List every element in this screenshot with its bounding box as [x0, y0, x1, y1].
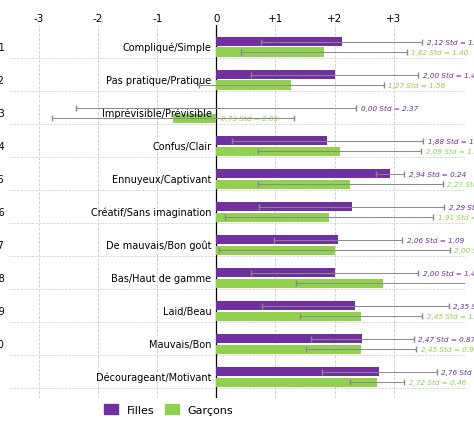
Text: Mauvais/Bon: Mauvais/Bon: [149, 339, 211, 349]
Bar: [216, 48, 324, 57]
Text: Q1: Q1: [0, 43, 5, 53]
Bar: [216, 137, 328, 146]
Text: 2,45 Std = 1.03: 2,45 Std = 1.03: [427, 314, 474, 320]
Text: 2,47 Std = 0.87: 2,47 Std = 0.87: [419, 336, 474, 342]
Text: 2,35 Std = 1.58: 2,35 Std = 1.58: [453, 303, 474, 309]
Bar: [216, 279, 383, 288]
Text: 0,00 Std = 2.37: 0,00 Std = 2.37: [361, 105, 419, 111]
Text: Q10: Q10: [0, 339, 5, 349]
Text: Q6: Q6: [0, 208, 5, 217]
Bar: [216, 81, 292, 91]
Text: 2,45 Std = 0.93: 2,45 Std = 0.93: [421, 346, 474, 353]
Text: Q9: Q9: [0, 306, 5, 316]
Legend: Filles, Garçons: Filles, Garçons: [100, 399, 237, 419]
Text: 1,88 Std = 1.62: 1,88 Std = 1.62: [428, 138, 474, 144]
Bar: [216, 213, 329, 223]
Text: Laid/Beau: Laid/Beau: [163, 306, 211, 316]
Bar: [216, 312, 361, 321]
Text: Bas/Haut de gamme: Bas/Haut de gamme: [111, 273, 211, 283]
Text: Q4: Q4: [0, 141, 5, 152]
Bar: [216, 345, 361, 354]
Text: 2,29 Std = 1.57: 2,29 Std = 1.57: [449, 204, 474, 210]
Bar: [216, 268, 335, 278]
Bar: [216, 334, 362, 343]
Bar: [216, 246, 335, 255]
Text: Q3: Q3: [0, 109, 5, 119]
Bar: [216, 71, 335, 80]
Text: Q8: Q8: [0, 273, 5, 283]
Text: 0,73 Std = 2.05: 0,73 Std = 2.05: [221, 116, 278, 122]
Text: 1,27 Std = 1.56: 1,27 Std = 1.56: [388, 83, 446, 89]
Text: 2,72 Std = 0.46: 2,72 Std = 0.46: [409, 379, 466, 385]
Text: 1,82 Std = 1.40: 1,82 Std = 1.40: [411, 50, 469, 56]
Text: Ennuyeux/Captivant: Ennuyeux/Captivant: [112, 174, 211, 184]
Bar: [216, 301, 355, 311]
Text: Confus/Clair: Confus/Clair: [153, 141, 211, 152]
Bar: [216, 367, 379, 377]
Text: De mauvais/Bon goût: De mauvais/Bon goût: [106, 240, 211, 251]
Text: 2,06 Std = 1.09: 2,06 Std = 1.09: [407, 237, 465, 243]
Bar: [173, 114, 216, 124]
Bar: [216, 378, 377, 387]
Bar: [216, 236, 338, 245]
Text: 2,76 Std = 0.97: 2,76 Std = 0.97: [441, 369, 474, 375]
Text: 1,91 Std = 1.76: 1,91 Std = 1.76: [438, 215, 474, 221]
Text: 2,00 Std = 1.41: 2,00 Std = 1.41: [422, 270, 474, 276]
Text: Imprévisible/Prévisible: Imprévisible/Prévisible: [101, 108, 211, 119]
Text: 2,12 Std = 1.36: 2,12 Std = 1.36: [427, 39, 474, 46]
Text: Créatif/Sans imagination: Créatif/Sans imagination: [91, 207, 211, 218]
Text: 2,00 Std = 1.41: 2,00 Std = 1.41: [422, 72, 474, 78]
Bar: [216, 180, 350, 189]
Text: 2,09 Std = 1.38: 2,09 Std = 1.38: [426, 149, 474, 155]
Bar: [216, 202, 352, 212]
Bar: [216, 170, 390, 179]
Text: Décourageant/Motivant: Décourageant/Motivant: [96, 372, 211, 382]
Text: Q5: Q5: [0, 174, 5, 184]
Text: 2,94 Std = 0.24: 2,94 Std = 0.24: [409, 171, 466, 177]
Text: 2,27 Std = 1.56: 2,27 Std = 1.56: [447, 182, 474, 188]
Text: Compliqué/Simple: Compliqué/Simple: [123, 42, 211, 53]
Bar: [216, 38, 342, 47]
Bar: [216, 147, 340, 156]
Text: Q7: Q7: [0, 240, 5, 251]
Text: Pas pratique/Pratique: Pas pratique/Pratique: [106, 76, 211, 86]
Text: Q2: Q2: [0, 76, 5, 86]
Text: 2,00 Std = 1.95: 2,00 Std = 1.95: [455, 247, 474, 254]
